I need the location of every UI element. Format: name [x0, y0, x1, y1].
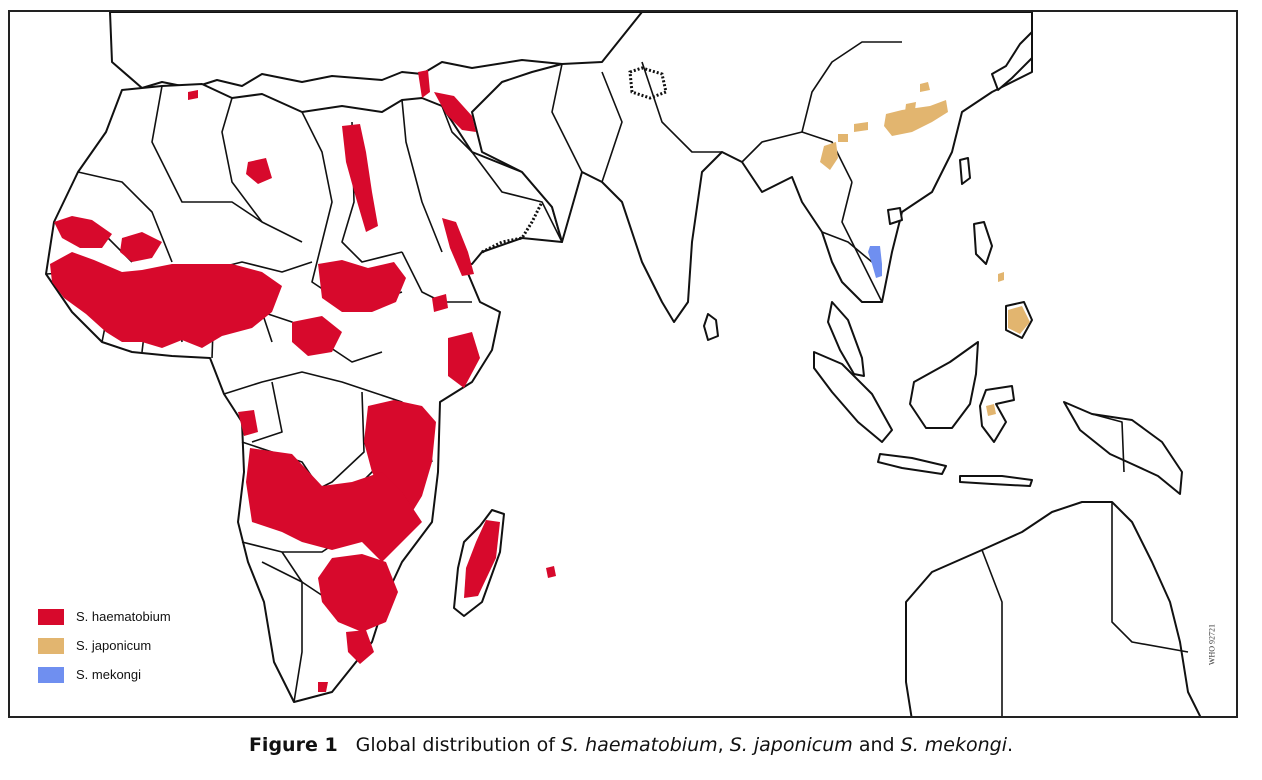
haematobium-area-south-africa: [346, 630, 374, 664]
taiwan-island: [959, 157, 971, 185]
australia-landmass: [905, 501, 1202, 716]
japonicum-area-philippines-small: [998, 272, 1004, 282]
caption-text: Global distribution of: [355, 734, 561, 756]
caption-species-mekongi: S. mekongi: [900, 734, 1007, 756]
haematobium-area-mali: [120, 232, 162, 262]
legend-item-haematobium: S. haematobium: [38, 602, 171, 631]
legend-item-japonicum: S. japonicum: [38, 631, 171, 660]
haematobium-area-egypt-delta: [418, 70, 430, 98]
map-code-label: WHO 92721: [1207, 623, 1217, 666]
haematobium-area-morocco: [188, 90, 198, 100]
java-island: [877, 453, 947, 475]
mekongi-area-laos-cambodia: [868, 246, 882, 278]
legend-swatch-mekongi: [38, 666, 64, 683]
haematobium-area-mozambique: [318, 554, 398, 632]
borneo-island: [909, 341, 979, 429]
sri-lanka-island: [703, 313, 719, 341]
hainan-island: [887, 207, 903, 225]
japonicum-area-china-yangtze: [884, 100, 948, 136]
philippines-luzon: [973, 221, 993, 265]
asia-landmass: [471, 12, 1033, 323]
legend-swatch-haematobium: [38, 608, 64, 625]
haematobium-area-mauritius: [546, 566, 556, 578]
figure-caption: Figure 1 Global distribution of S. haemat…: [0, 734, 1262, 756]
haematobium-area-sudan: [318, 260, 406, 312]
japonicum-area-yunnan: [838, 134, 848, 142]
haematobium-area-algeria: [246, 158, 272, 184]
japonicum-area-china-central: [854, 122, 868, 132]
haematobium-area-madagascar: [464, 520, 500, 598]
mekongi-areas: [868, 246, 882, 278]
japonicum-area-sichuan: [820, 142, 838, 170]
caption-end: .: [1007, 734, 1014, 756]
sulawesi-island: [979, 385, 1015, 443]
legend-label: S. haematobium: [76, 609, 171, 624]
haematobium-area-nile: [342, 124, 378, 232]
legend-item-mekongi: S. mekongi: [38, 660, 171, 689]
caption-separator: ,: [717, 734, 730, 756]
dotted-border-arabia: [481, 201, 544, 254]
haematobium-area-iraq: [434, 92, 476, 132]
haematobium-area-namibia-dot: [318, 682, 328, 692]
japan-islands: [991, 31, 1033, 91]
sumatra-island: [813, 351, 893, 443]
figure-label: Figure 1: [248, 734, 338, 756]
haematobium-area-chad: [292, 316, 342, 356]
africa-landmass: [45, 83, 563, 703]
haematobium-area-angola-zambia: [246, 448, 422, 562]
japonicum-area-sulawesi: [986, 404, 996, 416]
haematobium-area-cameroon: [238, 410, 258, 436]
haematobium-area-somalia: [448, 332, 480, 388]
caption-species-japonicum: S. japonicum: [729, 734, 853, 756]
japonicum-areas: [820, 82, 1030, 416]
legend-swatch-japonicum: [38, 637, 64, 654]
caption-separator: and: [852, 734, 901, 756]
haematobium-area-senegal: [54, 216, 112, 248]
malay-peninsula: [827, 301, 865, 377]
haematobium-area-saudi-west: [442, 218, 474, 276]
lesser-sunda-islands: [959, 475, 1033, 487]
map-frame: S. haematobium S. japonicum S. mekongi: [8, 10, 1238, 718]
japonicum-area-china-small: [920, 82, 930, 92]
dotted-border-kashmir: [628, 66, 668, 100]
legend-label: S. japonicum: [76, 638, 152, 653]
japonicum-area-philippines-mindanao: [1008, 306, 1030, 334]
haematobium-area-yemen: [432, 294, 448, 312]
distribution-map: [45, 12, 1202, 716]
haematobium-area-west-africa: [50, 252, 282, 348]
map-legend: S. haematobium S. japonicum S. mekongi: [38, 602, 171, 689]
haematobium-areas: [50, 70, 556, 692]
caption-species-haematobium: S. haematobium: [561, 734, 718, 756]
legend-label: S. mekongi: [76, 667, 142, 682]
